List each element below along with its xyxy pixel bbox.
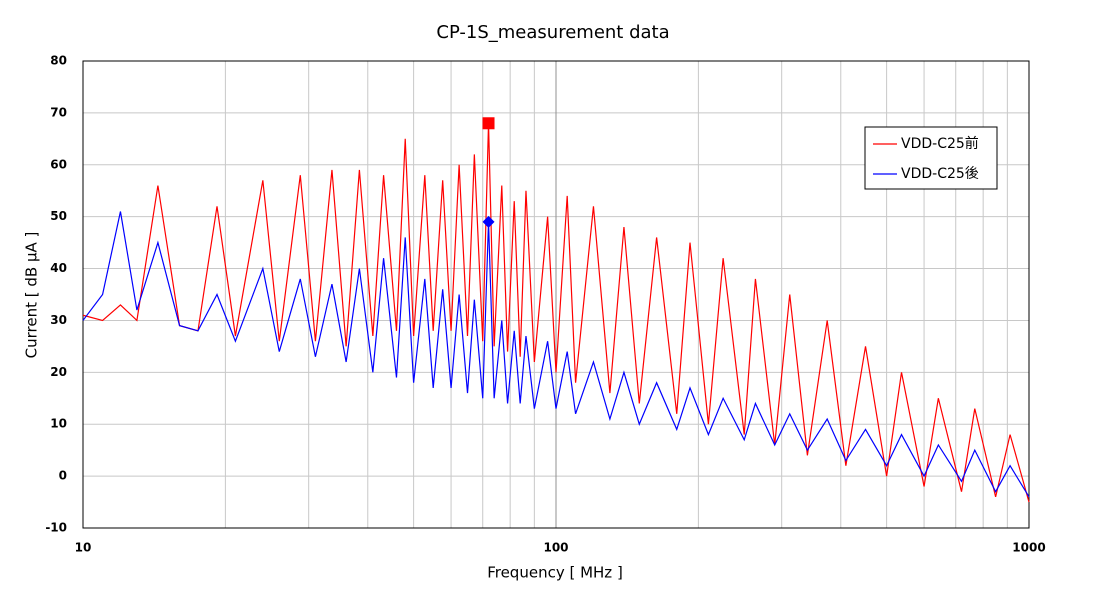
y-tick-label: 10 — [50, 417, 67, 431]
x-axis-title: Frequency [ MHz ] — [487, 564, 623, 582]
chart-title: CP-1S_measurement data — [436, 22, 669, 43]
series-line — [82, 123, 1030, 503]
y-tick-label: 60 — [50, 157, 67, 171]
y-tick-label: 50 — [50, 209, 67, 223]
y-axis-title: Current [ dB μA ] — [23, 232, 41, 359]
legend-label: VDD-C25前 — [901, 135, 979, 152]
series-line — [82, 211, 1030, 498]
x-tick-label: 100 — [543, 541, 568, 555]
marker — [482, 117, 495, 130]
y-tick-label: 80 — [50, 54, 67, 68]
y-tick-label: 30 — [50, 313, 67, 327]
legend-label: VDD-C25後 — [901, 166, 979, 182]
legend: VDD-C25前 VDD-C25後 — [864, 126, 998, 190]
y-tick-label: 40 — [50, 261, 67, 275]
x-tick-label: 10 — [75, 541, 92, 555]
plot-frame — [82, 60, 1030, 529]
x-tick-label: 1000 — [1012, 541, 1045, 555]
y-tick-label: 20 — [50, 365, 67, 379]
y-tick-label: 70 — [50, 105, 67, 119]
legend-box — [864, 126, 998, 190]
marker — [482, 215, 495, 228]
y-tick-label: -10 — [45, 521, 67, 535]
y-tick-label: 0 — [59, 469, 67, 483]
